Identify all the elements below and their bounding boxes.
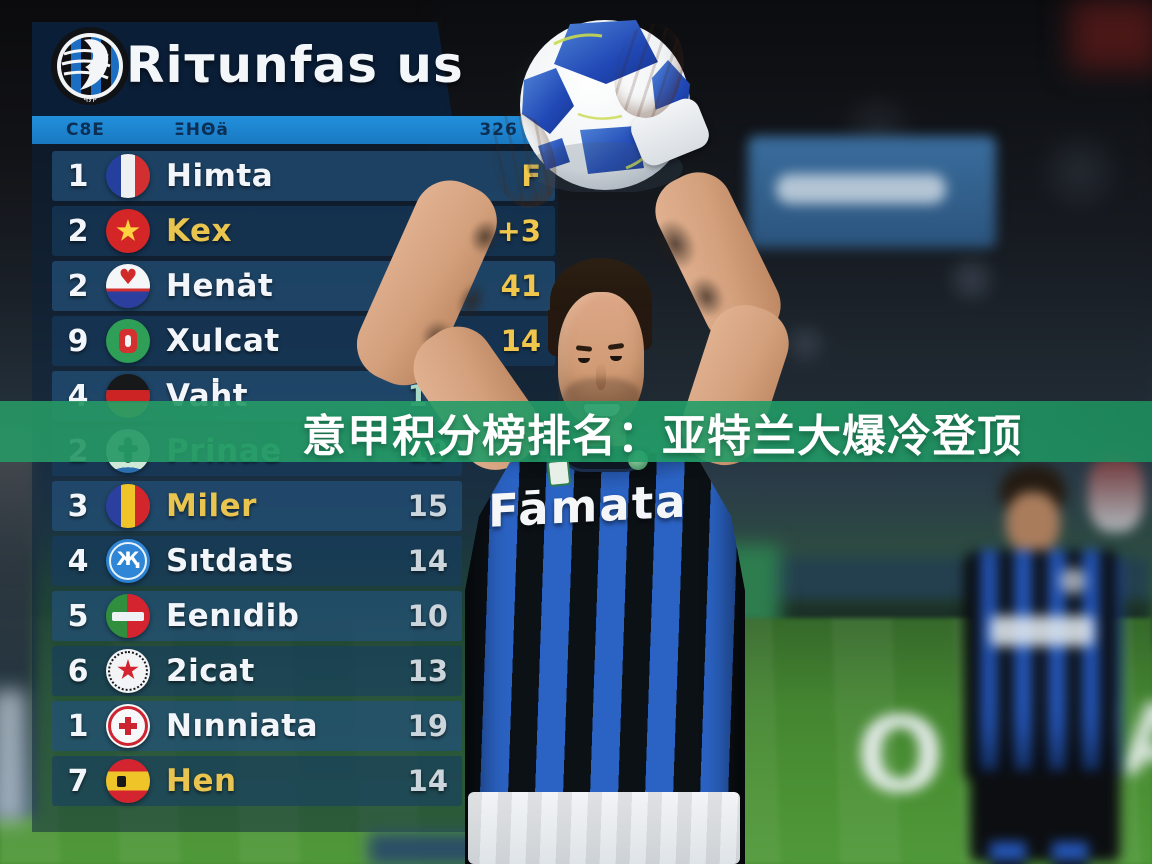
background-figure-blur	[1088, 454, 1144, 532]
rank-cell: 6	[67, 653, 89, 689]
jersey-sponsor-text: Fāmata	[488, 474, 688, 538]
rank-cell: 9	[67, 323, 89, 359]
rank-cell: 7	[67, 763, 89, 799]
redcross-flag-icon	[106, 704, 150, 748]
romania-flag-icon	[106, 484, 150, 528]
headline-banner: 意甲积分榜排名：亚特兰大爆冷登顶	[0, 401, 1152, 462]
heart-flag-icon	[106, 264, 150, 308]
france-flag-icon	[106, 154, 150, 198]
second-player-blurred	[948, 372, 1152, 864]
second-player-badge	[1060, 568, 1086, 594]
second-player-leg	[990, 842, 1026, 864]
team-name-cell: Nınniata	[166, 708, 318, 744]
team-name-cell: Hen	[166, 763, 237, 799]
headline-text: 意甲积分榜排名：亚特兰大爆冷登顶	[302, 410, 1022, 462]
second-player-sponsor-blur	[990, 616, 1094, 646]
points-cell: 19	[407, 709, 448, 743]
second-player-jersey	[964, 550, 1122, 780]
player-eye	[610, 356, 622, 361]
player-shorts	[468, 792, 740, 864]
rank-cell: 4	[67, 543, 89, 579]
points-cell: 10	[407, 599, 448, 633]
player-eye	[578, 358, 590, 363]
team-name-cell: Miler	[166, 488, 257, 524]
greenbadge-flag-icon	[106, 319, 150, 363]
rank-cell: 2	[67, 213, 89, 249]
player-nose	[596, 362, 606, 390]
team-name-cell: Henȧt	[166, 268, 274, 304]
maple-flag-icon	[106, 649, 150, 693]
standings-row: 6 2icat 13	[52, 646, 462, 696]
column-header-rank: C8E	[66, 120, 105, 140]
standings-row: 1 Nınniata 19	[52, 701, 462, 751]
blueemblem-flag-icon	[106, 539, 150, 583]
points-cell: F	[479, 159, 555, 193]
points-cell: 14	[407, 544, 448, 578]
second-player-face	[1006, 492, 1060, 554]
rank-cell: 2	[67, 268, 89, 304]
standings-row: 3 Miler 15	[52, 481, 462, 531]
standings-rows: 1 Himta F 2 Kex +3 2 Henȧt 41 9 Xulcat 1…	[52, 151, 558, 826]
second-player-leg	[1052, 842, 1088, 864]
column-header-bar: C8E ΞΗΘä 326 +	[32, 116, 558, 144]
team-name-cell: Sıtdats	[166, 543, 294, 579]
standings-row: 4 Sıtdats 14	[52, 536, 462, 586]
points-cell: 14	[500, 324, 541, 358]
svg-text:ЧУР: ЧУР	[83, 96, 96, 104]
crowd-red-blur	[1070, 0, 1152, 70]
rank-cell: 1	[67, 158, 89, 194]
team-name-cell: Xulcat	[166, 323, 280, 359]
points-cell: 13	[407, 654, 448, 688]
vietnam-flag-icon	[106, 209, 150, 253]
portugal-flag-icon	[106, 594, 150, 638]
ad-letter-left: O	[856, 694, 945, 816]
points-cell: 15	[407, 489, 448, 523]
team-name-cell: 2icat	[166, 653, 255, 689]
column-header-team: ΞΗΘä	[174, 120, 229, 140]
rank-cell: 5	[67, 598, 89, 634]
blurred-ad-board	[748, 136, 996, 248]
scoreboard-title: Riτunfas us	[126, 36, 464, 94]
team-name-cell: Kex	[166, 213, 232, 249]
club-crest-logo: ЧУР	[51, 27, 129, 105]
left-blur-figure	[0, 690, 26, 822]
team-name-cell: Himta	[166, 158, 274, 194]
standings-row: 5 Eenıdib 10	[52, 591, 462, 641]
rank-cell: 3	[67, 488, 89, 524]
standings-row: 7 Hen 14	[52, 756, 462, 806]
spain-flag-icon	[106, 759, 150, 803]
points-cell: 14	[407, 764, 448, 798]
rank-cell: 1	[67, 708, 89, 744]
team-name-cell: Eenıdib	[166, 598, 300, 634]
